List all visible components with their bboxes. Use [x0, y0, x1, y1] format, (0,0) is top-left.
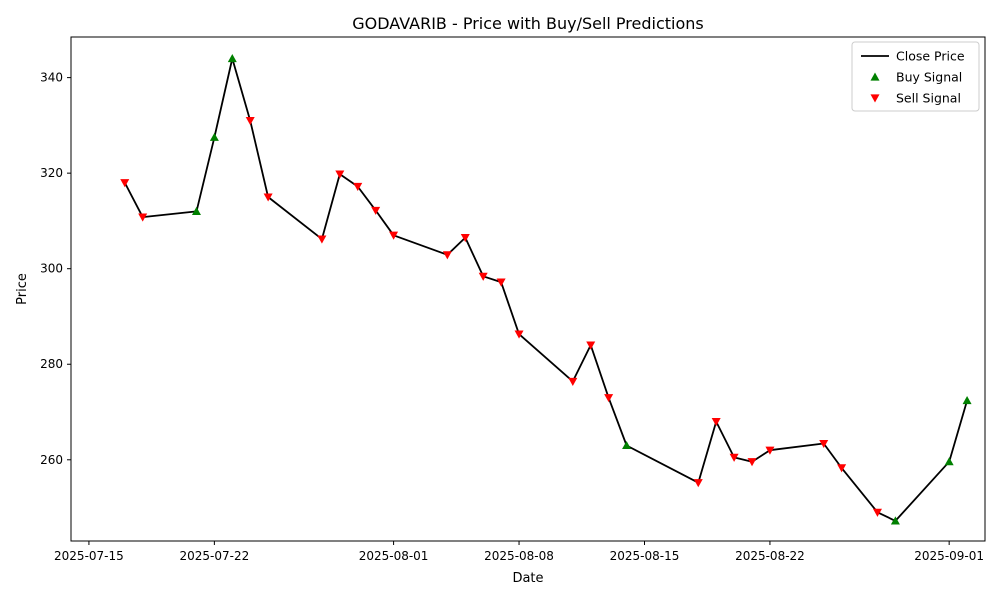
y-tick-label: 260	[40, 453, 63, 467]
buy-signal-marker	[227, 53, 237, 63]
sell-signal-marker	[693, 479, 703, 488]
sell-signal-marker	[586, 341, 596, 350]
sell-signal-marker	[747, 458, 757, 467]
sell-signal-marker	[711, 417, 721, 427]
y-axis-label: Price	[15, 273, 30, 305]
legend-label: Buy Signal	[896, 70, 962, 85]
sell-signal-marker	[496, 278, 506, 287]
x-tick-label: 2025-08-01	[359, 549, 429, 563]
sell-signal-marker	[460, 234, 470, 243]
sell-signal-marker	[837, 464, 847, 473]
chart-legend: Close Price Buy Signal Sell Signal	[851, 41, 980, 112]
sell-signal-marker	[604, 394, 614, 403]
buy-signal-marker	[191, 206, 201, 215]
buy-signal-marker	[209, 132, 219, 141]
sell-signal-marker	[389, 231, 399, 240]
sell-signal-marker	[765, 446, 775, 455]
x-tick-label: 2025-08-22	[735, 549, 805, 563]
y-tick-label: 280	[40, 357, 63, 371]
sell-signal-marker	[317, 235, 327, 244]
sell-signal-marker	[138, 213, 148, 222]
sell-signal-marker	[478, 272, 488, 281]
buy-signal-marker	[890, 516, 900, 525]
sell-signal-marker	[335, 170, 345, 179]
x-tick-label: 2025-09-01	[914, 549, 984, 563]
y-tick-label: 300	[40, 262, 63, 276]
y-axis: 260 280 300 320 340	[40, 71, 71, 467]
x-tick-label: 2025-08-15	[610, 549, 680, 563]
x-tick-label: 2025-08-08	[484, 549, 554, 563]
plot-frame	[70, 36, 986, 542]
close-price-line	[124, 57, 968, 522]
chart-title: GODAVARIB - Price with Buy/Sell Predicti…	[352, 14, 704, 33]
x-axis-label: Date	[512, 571, 543, 586]
sell-signal-marker	[245, 117, 255, 126]
legend-sell-swatch	[870, 94, 880, 103]
legend-buy-swatch	[870, 72, 880, 81]
legend-box	[851, 41, 980, 112]
sell-signal-marker	[442, 251, 452, 260]
sell-signal-marker	[514, 330, 524, 339]
sell-signal-marker	[872, 508, 882, 517]
sell-signal-marker	[263, 193, 273, 202]
y-tick-label: 320	[40, 166, 63, 180]
x-tick-label: 2025-07-22	[179, 549, 249, 563]
x-tick-label: 2025-07-15	[54, 549, 124, 563]
buy-signal-marker	[944, 457, 954, 466]
sell-signal-marker	[729, 453, 739, 462]
legend-label: Sell Signal	[896, 91, 961, 106]
y-tick-label: 340	[40, 71, 63, 85]
sell-signal-marker	[371, 206, 381, 215]
sell-signal-marker	[120, 179, 130, 188]
x-axis: 2025-07-15 2025-07-22 2025-08-01 2025-08-08…	[54, 541, 984, 563]
buy-signal-marker	[962, 396, 972, 405]
buy-signal-marker	[622, 440, 632, 450]
sell-signal-marker	[568, 377, 578, 386]
plot-area	[120, 53, 972, 525]
legend-label: Close Price	[896, 49, 965, 64]
sell-signal-marker	[819, 439, 829, 449]
sell-signal-marker	[353, 182, 363, 192]
